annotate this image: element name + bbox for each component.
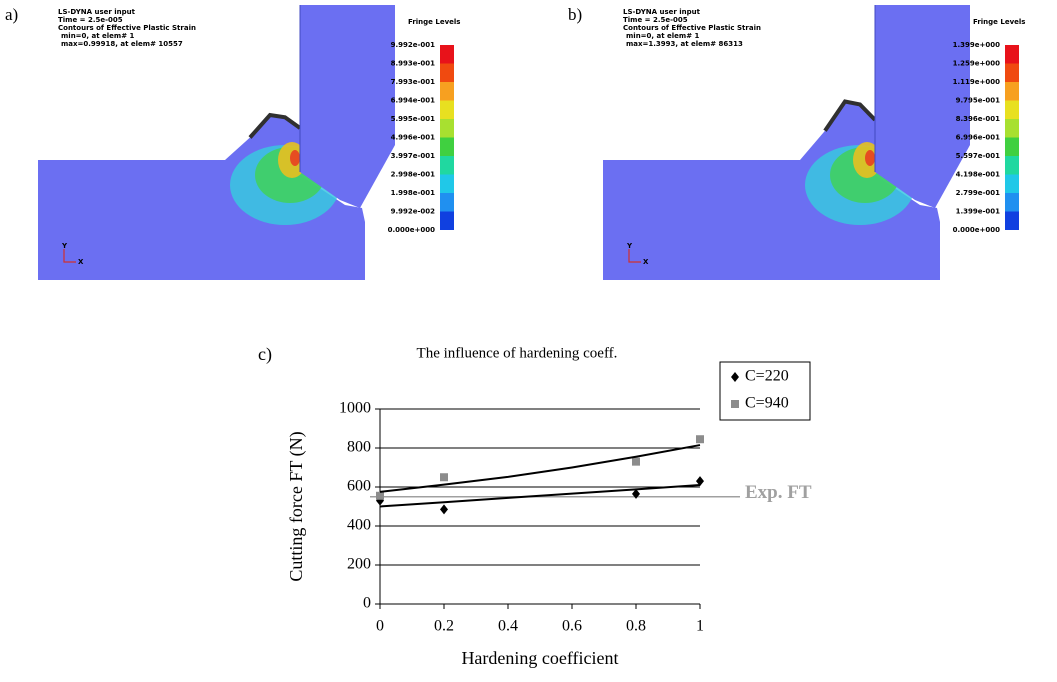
x-tick-label: 1 bbox=[696, 618, 704, 635]
y-tick-label: 200 bbox=[347, 556, 371, 573]
y-tick-label: 0 bbox=[363, 595, 371, 612]
colorbar-segment bbox=[1005, 119, 1019, 138]
fringe-level: 9.992e-001 bbox=[391, 41, 436, 49]
fringe-level: 8.993e-001 bbox=[391, 60, 436, 68]
fringe-level: 7.993e-001 bbox=[391, 78, 436, 86]
fringe-level: 1.119e+000 bbox=[953, 78, 1000, 86]
axis-y-label: Y bbox=[61, 242, 68, 250]
colorbar-segment bbox=[1005, 212, 1019, 231]
fringe-level: 6.994e-001 bbox=[391, 97, 436, 105]
y-tick-label: 600 bbox=[347, 478, 371, 495]
colorbar-segment bbox=[1005, 156, 1019, 175]
x-tick-label: 0.6 bbox=[562, 618, 582, 635]
panel-label: c) bbox=[258, 344, 272, 365]
x-tick-label: 0.4 bbox=[498, 618, 518, 635]
fringe-level: 2.998e-001 bbox=[391, 171, 436, 179]
marker bbox=[731, 400, 739, 408]
fringe-level: 4.996e-001 bbox=[391, 134, 436, 142]
y-tick-label: 800 bbox=[347, 439, 371, 456]
header-line: max=0.99918, at elem# 10557 bbox=[61, 40, 183, 48]
axis-x-label: X bbox=[78, 258, 84, 266]
fringe-level: 0.000e+000 bbox=[953, 226, 1000, 234]
fringe-level: 0.000e+000 bbox=[388, 226, 435, 234]
colorbar-segment bbox=[1005, 45, 1019, 64]
header-line: LS-DYNA user input bbox=[623, 8, 701, 16]
y-axis-label: Cutting force FT (N) bbox=[286, 431, 307, 581]
marker bbox=[696, 435, 704, 443]
colorbar-segment bbox=[440, 82, 454, 101]
colorbar-segment bbox=[1005, 138, 1019, 157]
x-axis-label: Hardening coefficient bbox=[461, 648, 618, 668]
strain-zone bbox=[290, 150, 300, 166]
colorbar-segment bbox=[440, 212, 454, 231]
colorbar-segment bbox=[440, 64, 454, 83]
fringe-level: 1.259e+000 bbox=[953, 60, 1000, 68]
fringe-level: 1.998e-001 bbox=[391, 189, 436, 197]
x-tick-label: 0.2 bbox=[434, 618, 454, 635]
colorbar-segment bbox=[440, 45, 454, 64]
fringe-level: 2.799e-001 bbox=[956, 189, 1001, 197]
fringe-level: 3.997e-001 bbox=[391, 152, 436, 160]
fringe-level: 1.399e-001 bbox=[956, 208, 1001, 216]
x-tick-label: 0.8 bbox=[626, 618, 646, 635]
fringe-level: 8.396e-001 bbox=[956, 115, 1001, 123]
header-line: Contours of Effective Plastic Strain bbox=[58, 24, 196, 32]
fringe-level: 6.996e-001 bbox=[956, 134, 1001, 142]
marker bbox=[632, 458, 640, 466]
header-line: min=0, at elem# 1 bbox=[626, 32, 700, 40]
colorbar-segment bbox=[1005, 82, 1019, 101]
marker bbox=[440, 504, 448, 514]
colorbar-segment bbox=[440, 119, 454, 138]
colorbar-segment bbox=[1005, 101, 1019, 120]
panel-label: a) bbox=[5, 5, 18, 24]
fringe-level: 1.399e+000 bbox=[953, 41, 1000, 49]
colorbar-segment bbox=[440, 175, 454, 194]
legend-label: C=220 bbox=[745, 368, 789, 385]
colorbar-segment bbox=[1005, 64, 1019, 83]
fringe-level: 5.597e-001 bbox=[956, 152, 1001, 160]
header-line: Time = 2.5e-005 bbox=[58, 16, 123, 24]
colorbar-segment bbox=[440, 101, 454, 120]
legend-label: C=940 bbox=[745, 395, 789, 412]
header-line: LS-DYNA user input bbox=[58, 8, 136, 16]
colorbar-segment bbox=[440, 138, 454, 157]
header-line: Time = 2.5e-005 bbox=[623, 16, 688, 24]
y-tick-label: 1000 bbox=[339, 400, 371, 417]
reference-label: Exp. FT bbox=[745, 482, 812, 503]
fringe-title: Fringe Levels bbox=[408, 18, 460, 26]
fringe-level: 4.198e-001 bbox=[956, 171, 1001, 179]
fringe-level: 9.992e-002 bbox=[391, 208, 436, 216]
strain-zone bbox=[865, 150, 875, 166]
axis-x-label: X bbox=[643, 258, 649, 266]
colorbar-segment bbox=[440, 156, 454, 175]
fringe-level: 9.795e-001 bbox=[956, 97, 1001, 105]
trend-line bbox=[380, 485, 700, 506]
header-line: max=1.3993, at elem# 86313 bbox=[626, 40, 743, 48]
panel-label: b) bbox=[568, 5, 582, 24]
header-line: min=0, at elem# 1 bbox=[61, 32, 135, 40]
marker bbox=[376, 492, 384, 500]
trend-line bbox=[380, 445, 700, 492]
y-tick-label: 400 bbox=[347, 517, 371, 534]
fringe-title: Fringe Levels bbox=[973, 18, 1025, 26]
x-tick-label: 0 bbox=[376, 618, 384, 635]
colorbar-segment bbox=[1005, 193, 1019, 212]
simulation-image: LS-DYNA user inputTime = 2.5e-005Contour… bbox=[603, 5, 1045, 280]
header-line: Contours of Effective Plastic Strain bbox=[623, 24, 761, 32]
axis-y-label: Y bbox=[626, 242, 633, 250]
fringe-level: 5.995e-001 bbox=[391, 115, 436, 123]
figure: a)LS-DYNA user inputTime = 2.5e-005Conto… bbox=[0, 0, 1057, 682]
chart-title: The influence of hardening coeff. bbox=[417, 345, 618, 361]
colorbar-segment bbox=[440, 193, 454, 212]
colorbar-segment bbox=[1005, 175, 1019, 194]
legend: C=220 C=940 bbox=[720, 362, 810, 420]
marker bbox=[440, 473, 448, 481]
chart: c) The influence of hardening coeff. 0 200 4… bbox=[258, 344, 812, 668]
